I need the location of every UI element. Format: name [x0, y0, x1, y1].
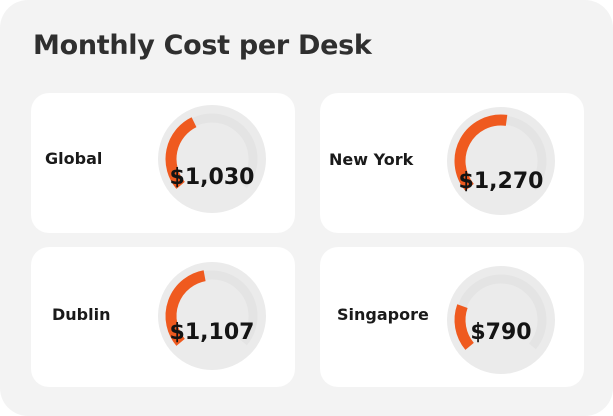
card-global: Global $1,030	[31, 93, 295, 233]
city-label: New York	[329, 150, 414, 169]
gauge: $790	[445, 264, 557, 376]
gauge-progress	[454, 114, 508, 191]
gauge-progress	[165, 270, 206, 346]
panel-title: Monthly Cost per Desk	[33, 30, 372, 61]
gauge-progress	[454, 304, 474, 350]
card-dublin: Dublin $1,107	[31, 247, 295, 387]
gauge-graphic	[158, 262, 266, 370]
city-label: Dublin	[52, 305, 111, 324]
gauge-graphic	[158, 105, 266, 213]
gauge-value: $1,107	[169, 320, 255, 345]
gauge-value: $790	[470, 320, 532, 345]
gauge: $1,030	[156, 103, 268, 215]
gauge-progress	[165, 117, 197, 189]
gauge-graphic	[447, 107, 555, 215]
gauge: $1,107	[156, 260, 268, 372]
gauge-graphic	[447, 266, 555, 374]
gauge-value: $1,270	[458, 169, 544, 194]
card-new-york: New York $1,270	[320, 93, 584, 233]
city-label: Singapore	[337, 305, 429, 324]
gauge-value: $1,030	[169, 165, 255, 190]
gauge: $1,270	[445, 105, 557, 217]
card-singapore: Singapore $790	[320, 247, 584, 387]
city-label: Global	[45, 149, 103, 168]
